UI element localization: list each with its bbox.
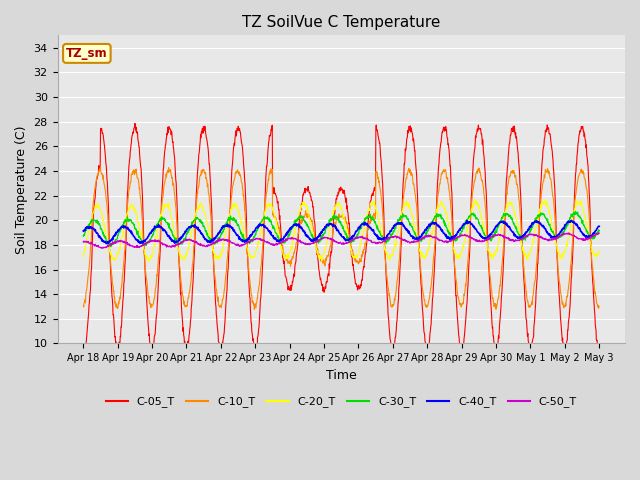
C-40_T [489,229,497,235]
Line: C-10_T: C-10_T [83,167,599,310]
Line: C-50_T: C-50_T [83,233,599,248]
Line: C-05_T: C-05_T [83,123,599,354]
Line: C-20_T: C-20_T [83,200,599,261]
C-10_T [535,228,543,234]
C-10_T [422,301,429,307]
C-10_T [595,303,603,309]
C-20_T [489,253,497,259]
Title: TZ SoilVue C Temperature: TZ SoilVue C Temperature [242,15,440,30]
C-10_T [97,164,104,170]
C-40_T [568,217,575,223]
C-40_T [534,219,542,225]
C-30_T [79,233,87,239]
C-05_T [422,342,429,348]
C-20_T [595,249,603,254]
C-50_T [195,241,202,247]
C-10_T [250,307,258,312]
C-40_T [595,223,603,229]
C-05_T [182,344,190,350]
C-50_T [560,230,568,236]
C-50_T [252,236,260,241]
C-20_T [422,253,429,259]
C-40_T [102,241,110,247]
C-30_T [182,235,189,240]
C-20_T [471,197,479,203]
C-40_T [79,228,87,234]
C-40_T [182,228,189,234]
Y-axis label: Soil Temperature (C): Soil Temperature (C) [15,125,28,253]
C-20_T [535,213,543,218]
C-30_T [422,233,429,239]
C-05_T [79,348,87,354]
C-30_T [572,208,579,214]
C-05_T [80,351,88,357]
C-40_T [422,227,429,232]
C-50_T [99,245,106,251]
C-05_T [535,248,543,253]
C-50_T [489,233,497,239]
C-20_T [182,252,189,257]
C-40_T [195,228,202,233]
C-10_T [489,296,497,302]
C-50_T [595,230,603,236]
C-30_T [595,228,603,234]
C-30_T [489,232,497,238]
X-axis label: Time: Time [326,369,356,382]
C-50_T [79,239,87,245]
C-05_T [131,120,139,126]
C-05_T [489,333,497,339]
C-50_T [182,237,189,242]
C-10_T [253,300,260,306]
Line: C-30_T: C-30_T [83,211,599,247]
C-20_T [79,253,87,259]
Legend: C-05_T, C-10_T, C-20_T, C-30_T, C-40_T, C-50_T: C-05_T, C-10_T, C-20_T, C-30_T, C-40_T, … [101,392,581,412]
C-20_T [195,203,202,209]
C-30_T [195,216,202,222]
C-05_T [595,345,603,350]
Line: C-40_T: C-40_T [83,220,599,244]
C-50_T [534,233,542,239]
C-30_T [534,212,542,217]
C-30_T [107,244,115,250]
Text: TZ_sm: TZ_sm [66,47,108,60]
C-40_T [252,225,260,231]
C-30_T [252,229,260,235]
C-05_T [253,345,260,351]
C-20_T [252,247,260,252]
C-10_T [195,184,202,190]
C-50_T [422,234,429,240]
C-10_T [79,303,87,309]
C-05_T [195,152,203,158]
C-10_T [182,303,189,309]
C-20_T [145,258,153,264]
